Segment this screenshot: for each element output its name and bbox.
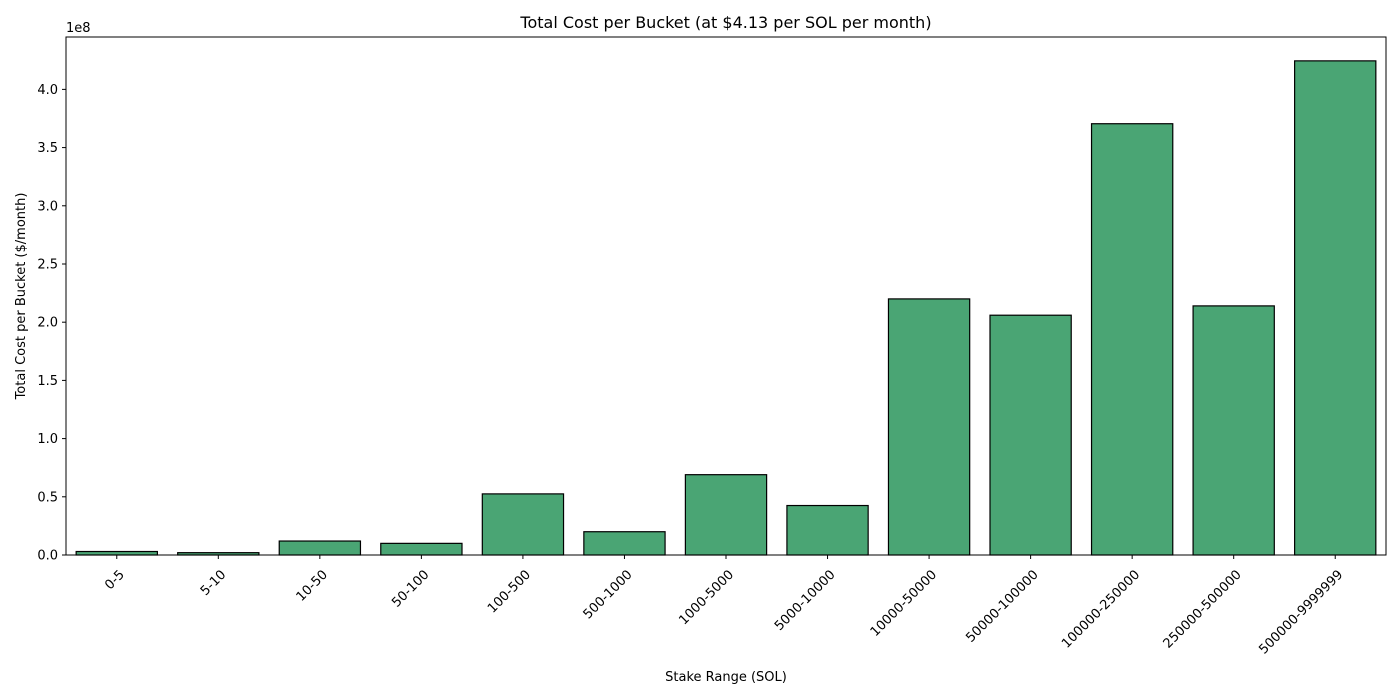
y-tick-label: 0.5 [37, 490, 58, 505]
y-axis-label: Total Cost per Bucket ($/month) [14, 193, 29, 401]
x-tick-label: 50000-100000 [963, 567, 1041, 645]
x-tick-label: 100-500 [485, 567, 534, 616]
bar-5000-10000 [786, 504, 869, 556]
x-tick-label: 5-10 [198, 567, 229, 598]
bar-10-50 [278, 540, 362, 556]
bar-100-500 [481, 493, 565, 556]
bars [75, 60, 1377, 556]
bar-1000-5000 [684, 474, 768, 556]
y-tick-label: 1.0 [37, 432, 58, 447]
bar-500000-9999999 [1294, 60, 1377, 556]
bar-100000-250000 [1090, 123, 1174, 556]
bar-0-5 [75, 550, 158, 556]
bar-50-100 [380, 542, 463, 556]
plot-area-frame [65, 36, 1387, 556]
y-tick-label: 0.0 [37, 549, 58, 564]
x-tick-label: 500-1000 [581, 567, 636, 622]
x-tick-label: 5000-10000 [772, 567, 839, 634]
x-tick-label: 10-50 [294, 567, 331, 604]
y-axis-offset-label: 1e8 [66, 21, 91, 36]
y-tick-label: 3.5 [37, 141, 58, 156]
x-tick-label: 50-100 [389, 567, 432, 610]
x-axis-ticks: 0-5 5-10 10-50 50-100 100-500 500-1000 1000-50… [102, 555, 1346, 657]
x-axis-label: Stake Range (SOL) [665, 670, 787, 685]
bar-500-1000 [583, 531, 666, 556]
y-tick-label: 1.5 [37, 374, 58, 389]
x-tick-label: 500000-9999999 [1256, 567, 1346, 657]
x-tick-label: 1000-5000 [676, 567, 737, 628]
x-tick-label: 0-5 [102, 567, 128, 593]
x-tick-label: 250000-500000 [1161, 567, 1245, 651]
bar-10000-50000 [887, 298, 971, 556]
y-axis-ticks: 0.0 0.5 1.0 1.5 2.0 2.5 3.0 3.5 4.0 [37, 83, 66, 564]
x-tick-label: 10000-50000 [868, 567, 940, 639]
y-tick-label: 2.5 [37, 257, 58, 272]
x-tick-label: 100000-250000 [1059, 567, 1143, 651]
y-tick-label: 4.0 [37, 83, 58, 98]
bar-250000-500000 [1192, 305, 1275, 556]
chart-title: Total Cost per Bucket (at $4.13 per SOL … [519, 13, 931, 32]
y-tick-label: 2.0 [37, 316, 58, 331]
y-tick-label: 3.0 [37, 199, 58, 214]
bar-50000-100000 [989, 314, 1072, 556]
